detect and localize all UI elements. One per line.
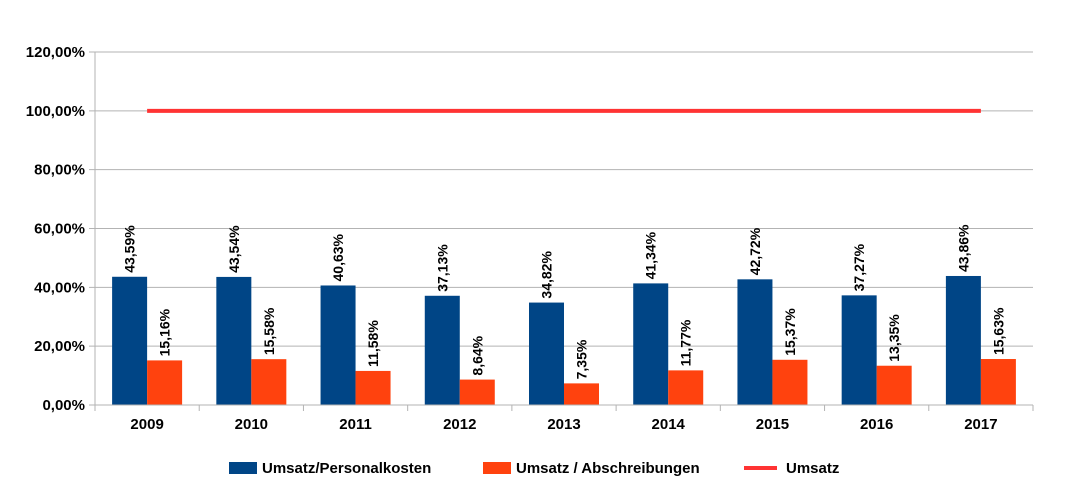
data-label: 7,35% (574, 339, 590, 379)
x-tick-label: 2013 (547, 416, 580, 433)
data-label: 43,59% (122, 225, 138, 273)
x-tick-label: 2016 (860, 416, 893, 433)
data-label: 41,34% (643, 231, 659, 279)
legend: Umsatz/Personalkosten Umsatz / Abschreibu… (229, 460, 839, 477)
x-tick-label: 2014 (652, 416, 686, 433)
bar (841, 295, 877, 405)
bar (564, 383, 599, 405)
y-axis: 0,00% 20,00% 40,00% 60,00% 80,00% 100,00% 120,… (26, 44, 96, 414)
data-label: 43,86% (955, 224, 971, 272)
bar (216, 276, 252, 405)
legend-swatch (229, 462, 257, 474)
data-label: 15,37% (782, 308, 798, 356)
bars (112, 275, 1016, 405)
y-tick-label: 120,00% (26, 44, 85, 61)
y-tick-label: 20,00% (34, 338, 85, 355)
data-label: 40,63% (330, 233, 346, 281)
x-axis: 2009 2010 2011 2012 2013 2014 2015 2016 2017 (94, 404, 1034, 433)
bar (529, 302, 564, 405)
legend-swatch (483, 462, 511, 474)
x-tick-label: 2012 (443, 416, 476, 433)
bar (459, 379, 495, 405)
y-tick-label: 40,00% (34, 279, 85, 296)
x-tick-label: 2015 (756, 416, 789, 433)
bar (772, 359, 808, 405)
x-tick-label: 2010 (235, 416, 268, 433)
y-tick-label: 0,00% (42, 397, 85, 414)
bar (633, 283, 669, 405)
bar (945, 275, 981, 405)
data-label: 11,58% (365, 320, 381, 367)
data-label: 13,35% (886, 314, 902, 362)
bar (668, 370, 704, 405)
y-tick-label: 100,00% (26, 103, 85, 120)
data-label: 37,27% (851, 243, 867, 291)
data-label: 15,58% (261, 307, 277, 355)
bar (112, 276, 148, 405)
bar (320, 285, 356, 405)
bar (980, 359, 1016, 405)
bar (424, 295, 460, 405)
x-tick-label: 2017 (964, 416, 997, 433)
data-label: 34,82% (539, 251, 555, 299)
bar (251, 359, 287, 405)
data-label: 11,77% (678, 319, 694, 366)
x-tick-label: 2009 (130, 416, 163, 433)
data-labels: 43,59% 43,54% 40,63% 37,13% 34,82% 41,34% 42,7… (122, 224, 1007, 379)
data-label: 15,63% (990, 307, 1006, 355)
y-tick-label: 80,00% (34, 162, 85, 179)
data-label: 15,16% (157, 308, 173, 356)
x-tick-label: 2011 (339, 416, 372, 433)
bar (147, 360, 183, 405)
data-label: 8,64% (469, 335, 485, 375)
legend-label: Umsatz / Abschreibungen (516, 460, 700, 477)
legend-label: Umsatz/Personalkosten (262, 460, 431, 477)
bar (737, 279, 773, 405)
legend-label: Umsatz (786, 460, 839, 477)
data-label: 37,13% (434, 244, 450, 292)
y-tick-label: 60,00% (34, 221, 85, 238)
bar (355, 370, 391, 405)
data-label: 42,72% (747, 227, 763, 275)
bar (876, 365, 912, 405)
data-label: 43,54% (226, 225, 242, 273)
